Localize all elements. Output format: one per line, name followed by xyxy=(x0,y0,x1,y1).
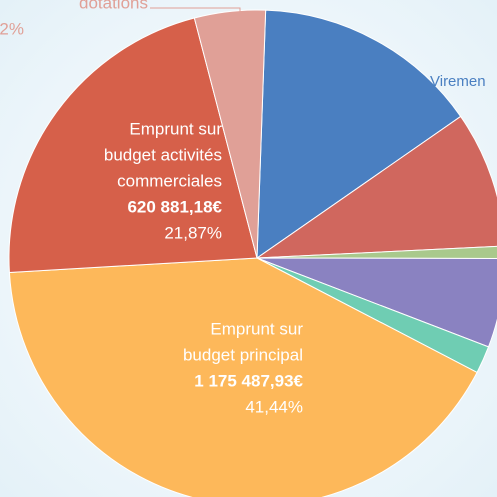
pie-slice xyxy=(193,9,267,259)
slice-percent: 21,87% xyxy=(164,223,222,242)
slice-label: budget principal xyxy=(183,345,303,364)
leader-line xyxy=(150,7,241,13)
slice-percent: 4,62% xyxy=(0,19,24,38)
slice-label: budget activités xyxy=(104,145,222,164)
pie-slice xyxy=(255,115,497,259)
pie-slice xyxy=(256,9,462,259)
slice-percent: 41,44% xyxy=(245,397,303,416)
slice-label: Emprunt sur xyxy=(210,319,303,338)
slice-label: commerciales xyxy=(117,171,222,190)
pie-slice xyxy=(8,257,478,497)
slice-amount: 1 175 487,93€ xyxy=(194,371,303,390)
pie-slice xyxy=(256,245,497,259)
slice-label: Viremen xyxy=(430,73,486,90)
pie-slice xyxy=(8,17,258,274)
slice-amount: 620 881,18€ xyxy=(127,197,222,216)
slice-label: dotations xyxy=(79,0,148,12)
slice-label: Emprunt sur xyxy=(129,119,222,138)
